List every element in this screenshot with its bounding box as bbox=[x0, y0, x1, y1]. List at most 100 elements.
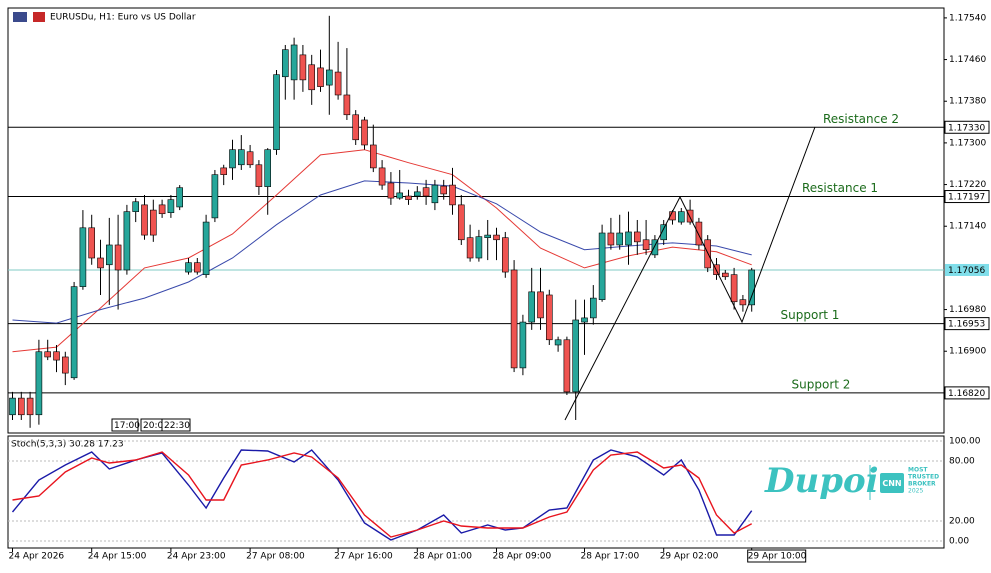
icon bbox=[33, 12, 45, 22]
candle-body bbox=[369, 144, 377, 169]
x-tick-label: 28 Apr 01:00 bbox=[413, 552, 472, 562]
candle-body bbox=[501, 237, 509, 273]
session-label: 17:00 bbox=[114, 421, 140, 431]
y-tick-label: 1.17380 bbox=[949, 97, 986, 107]
level-name: Support 2 bbox=[792, 377, 851, 391]
candle-body bbox=[563, 339, 571, 393]
y-tick-label: 1.16980 bbox=[949, 305, 986, 315]
candle-body bbox=[150, 209, 157, 236]
chart-title: EURUSDu, H1: Euro vs US Dollar bbox=[50, 13, 196, 23]
candle-body bbox=[264, 149, 272, 187]
candle-body bbox=[79, 227, 87, 287]
candle-body bbox=[616, 232, 624, 246]
candle-body bbox=[721, 272, 729, 278]
candle-body bbox=[510, 269, 518, 369]
candle-body bbox=[493, 234, 500, 241]
candle-body bbox=[220, 167, 227, 175]
candle-body bbox=[158, 204, 166, 215]
candle-body bbox=[211, 174, 219, 219]
candle-body bbox=[194, 262, 201, 273]
candle-body bbox=[651, 239, 659, 256]
candle-body bbox=[290, 44, 298, 81]
candle-body bbox=[431, 184, 439, 204]
candle-body bbox=[633, 231, 641, 243]
moving-average bbox=[12, 180, 752, 324]
candle-body bbox=[273, 74, 280, 150]
candle-body bbox=[123, 211, 131, 271]
symbol-icons bbox=[13, 12, 45, 22]
level-name: Resistance 2 bbox=[823, 112, 899, 126]
candle-body bbox=[695, 221, 703, 246]
candle-body bbox=[114, 244, 122, 271]
candle-body bbox=[598, 232, 606, 300]
candle-body bbox=[484, 234, 492, 238]
candle-body bbox=[466, 237, 474, 259]
candle-body bbox=[440, 185, 448, 195]
indicator-title: Stoch(5,3,3) 30.28 17.23 bbox=[11, 440, 124, 450]
price-label: 1.16820 bbox=[948, 389, 985, 399]
candle-body bbox=[317, 67, 324, 87]
session-label: 20:0 bbox=[143, 421, 163, 431]
candle-body bbox=[255, 164, 263, 187]
axes: 1.17540 1.17460 1.17380 1.17300 1.17220 1.171… bbox=[9, 13, 990, 563]
candle-body bbox=[449, 184, 456, 206]
candle-body bbox=[44, 351, 52, 358]
candle-body bbox=[625, 231, 632, 246]
candle-body bbox=[9, 397, 16, 416]
icon bbox=[13, 12, 27, 22]
candle-body bbox=[387, 182, 395, 199]
candle-body bbox=[238, 149, 245, 166]
candle-body bbox=[413, 191, 421, 197]
candle-body bbox=[325, 69, 333, 86]
session-labels: 17:00 20:0 22:30 bbox=[111, 418, 191, 432]
badge-text: CNN bbox=[882, 479, 901, 488]
candle-body bbox=[167, 199, 175, 213]
y-tick-label: 1.17540 bbox=[949, 13, 986, 23]
candle-body bbox=[132, 201, 139, 212]
x-tick-label: 24 Apr 2026 bbox=[9, 552, 65, 562]
candle-body bbox=[343, 94, 351, 116]
price-label: 1.16953 bbox=[948, 320, 985, 330]
candle-body bbox=[281, 49, 289, 78]
candle-body bbox=[229, 149, 236, 169]
candle-body bbox=[202, 221, 210, 275]
x-label-box bbox=[747, 549, 807, 563]
candle-body bbox=[361, 119, 368, 146]
price-label: 1.17056 bbox=[948, 266, 985, 276]
candle-body bbox=[607, 232, 615, 246]
brand-tagline: BROKER bbox=[908, 481, 936, 488]
candle-body bbox=[106, 244, 113, 266]
candle-body bbox=[35, 351, 43, 416]
x-tick-label: 28 Apr 09:00 bbox=[493, 552, 552, 562]
moving-average bbox=[12, 149, 752, 353]
candle-body bbox=[519, 321, 527, 369]
candle-body bbox=[70, 286, 78, 379]
brand-tagline: TRUSTED bbox=[908, 474, 939, 481]
candle-body bbox=[660, 224, 668, 241]
x-tick-label: 27 Apr 08:00 bbox=[246, 552, 305, 562]
price-label: 1.17330 bbox=[948, 123, 985, 133]
candle-body bbox=[396, 192, 404, 199]
level-name: Resistance 1 bbox=[802, 181, 878, 195]
trend-drawing bbox=[564, 126, 816, 421]
y-tick-label: 0.00 bbox=[949, 537, 969, 547]
candle-body bbox=[246, 151, 254, 166]
price-label-box bbox=[945, 263, 989, 276]
candle-body bbox=[17, 397, 25, 416]
x-tick-label: 28 Apr 17:00 bbox=[581, 552, 640, 562]
session-box bbox=[161, 418, 191, 432]
candle-body bbox=[176, 187, 183, 208]
candle-body bbox=[141, 204, 148, 236]
moving-averages bbox=[12, 149, 752, 353]
candle-body bbox=[581, 317, 588, 323]
price-label: 1.17197 bbox=[948, 193, 985, 203]
stochastic bbox=[8, 440, 944, 542]
candle-body bbox=[308, 64, 316, 91]
price-label-box bbox=[944, 386, 990, 400]
candle-body bbox=[572, 319, 580, 393]
y-tick-label: 1.17300 bbox=[949, 138, 986, 148]
candles bbox=[9, 15, 756, 428]
y-tick-label: 80.00 bbox=[949, 457, 975, 467]
